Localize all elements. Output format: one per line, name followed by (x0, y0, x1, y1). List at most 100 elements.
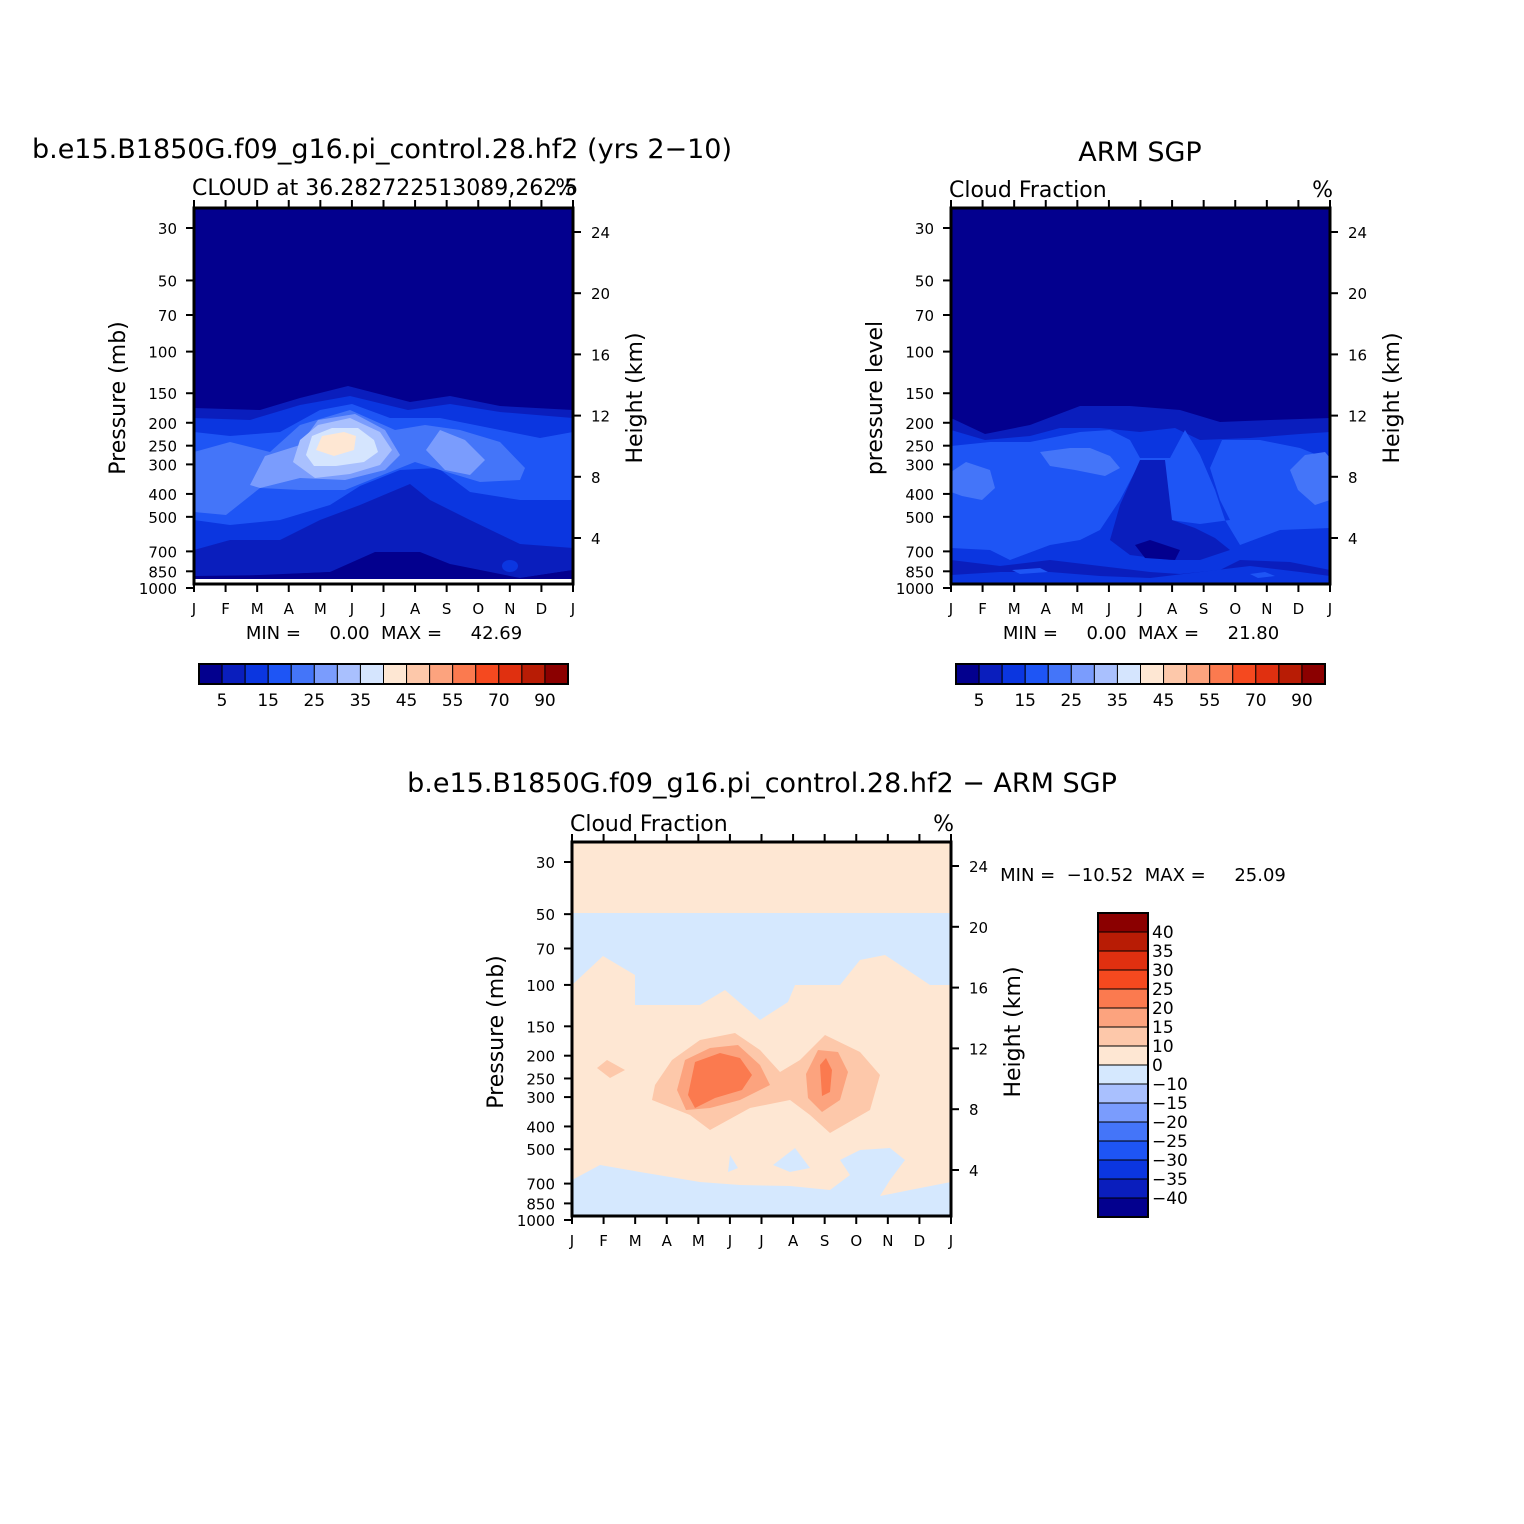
model-ytick-label: 250 (148, 438, 177, 456)
diff-colorbar-swatch (1097, 1026, 1149, 1047)
diff-ylabel: Pressure (mb) (484, 955, 509, 1109)
panel-diff: b.e15.B1850G.f09_g16.pi_control.28.hf2 −… (407, 768, 1286, 1250)
diff-colorbar-swatch (1097, 1197, 1149, 1218)
obs-ytick-label: 250 (905, 438, 934, 456)
obs-xtick-label: F (978, 600, 987, 618)
model-colorbar-label: 35 (350, 691, 372, 711)
obs-xtick-label: M (1071, 600, 1084, 618)
model-ytick-label: 70 (158, 307, 177, 325)
model-ytick-label: 150 (148, 385, 177, 403)
obs-xtick-label: J (1327, 600, 1332, 618)
obs-colorbar-swatch (1001, 663, 1026, 685)
diff-colorbar-swatch (1097, 931, 1149, 952)
diff-colorbar-label: −10 (1152, 1075, 1188, 1095)
diff-colorbar-label: 10 (1152, 1037, 1174, 1057)
model-ytick-label: 200 (148, 415, 177, 433)
diff-xtick-label: D (914, 1232, 926, 1250)
model-colorbar-swatch (336, 663, 361, 685)
model-colorbar-swatch (221, 663, 246, 685)
obs-xtick-label: J (948, 600, 953, 618)
obs-colorbar-label: 15 (1014, 691, 1036, 711)
diff-xtick-label: F (599, 1232, 608, 1250)
obs-colorbar-swatch (1116, 663, 1141, 685)
obs-colorbar-swatch (1255, 663, 1280, 685)
diff-stats: MIN = −10.52 MAX = 25.09 (1000, 865, 1286, 886)
obs-xtick-label: M (1008, 600, 1021, 618)
model-ytick-label: 700 (148, 543, 177, 561)
model-colorbar: 5 15 25 35 45 55 70 90 (198, 663, 569, 711)
obs-ytick-label: 400 (905, 486, 934, 504)
obs-colorbar-swatch (1232, 663, 1257, 685)
model-xtick-label: J (349, 600, 354, 618)
model-colorbar-swatch (267, 663, 292, 685)
diff-xtick-label: N (882, 1232, 893, 1250)
diff-xtick-label: J (758, 1232, 763, 1250)
diff-contour-20 (688, 1053, 832, 1108)
obs-ytick-label: 100 (905, 344, 934, 362)
model-y2label: Height (km) (623, 332, 648, 463)
diff-colorbar-label: 30 (1152, 961, 1174, 981)
model-colorbar-label: 70 (488, 691, 510, 711)
diff-colorbar-label: 35 (1152, 942, 1174, 962)
model-colorbar-label: 55 (442, 691, 464, 711)
obs-contour-summer (1110, 460, 1230, 560)
model-ytick-label: 300 (148, 456, 177, 474)
model-title: b.e15.B1850G.f09_g16.pi_control.28.hf2 (… (32, 134, 732, 165)
diff-y2tick-label: 20 (969, 919, 988, 937)
model-colorbar-label: 15 (257, 691, 279, 711)
model-ytick-label: 500 (148, 509, 177, 527)
model-colorbar-swatch (521, 663, 546, 685)
obs-stats: MIN = 0.00 MAX = 21.80 (1003, 623, 1279, 644)
model-colorbar-swatch (429, 663, 454, 685)
diff-colorbar-label: 25 (1152, 980, 1174, 1000)
obs-contour-15 (951, 430, 1330, 560)
obs-xtick-label: D (1293, 600, 1305, 618)
diff-ytick-label: 200 (526, 1048, 555, 1066)
obs-y2tick-label: 8 (1348, 469, 1358, 487)
model-colorbar-swatch (383, 663, 408, 685)
diff-colorbar-label: 0 (1152, 1056, 1163, 1076)
model-colorbar-swatch (406, 663, 431, 685)
obs-xtick-label: O (1229, 600, 1241, 618)
obs-colorbar-swatch (1140, 663, 1165, 685)
model-xtick-label: J (570, 600, 575, 618)
diff-y2tick-label: 12 (969, 1040, 988, 1058)
model-ytick-label: 100 (148, 344, 177, 362)
obs-colorbar-swatch (1186, 663, 1211, 685)
model-xtick-label: N (504, 600, 515, 618)
diff-y2tick-label: 4 (969, 1162, 979, 1180)
obs-ytick-label: 150 (905, 385, 934, 403)
diff-xtick-label: J (948, 1232, 953, 1250)
model-y2tick-label: 24 (591, 224, 610, 242)
model-colorbar-swatch (290, 663, 315, 685)
diff-colorbar-label: 15 (1152, 1018, 1174, 1038)
model-xtick-label: F (221, 600, 230, 618)
obs-colorbar-swatch (1093, 663, 1118, 685)
obs-ytick-label: 50 (915, 272, 934, 290)
diff-y2tick-label: 24 (969, 858, 988, 876)
obs-colorbar-swatch (955, 663, 980, 685)
obs-ytick-label: 700 (905, 543, 934, 561)
diff-xtick-label: S (820, 1232, 830, 1250)
diff-colorbar-label: 20 (1152, 999, 1174, 1019)
diff-left-label: Cloud Fraction (570, 812, 728, 837)
diff-xtick-label: M (692, 1232, 705, 1250)
model-xtick-label: J (191, 600, 196, 618)
diff-ytick-label: 850 (526, 1195, 555, 1213)
panel-obs: ARM SGP Cloud Fraction % J F M A M J J A S O N D J 30… (863, 137, 1405, 711)
obs-y2tick-label: 24 (1348, 224, 1367, 242)
obs-ytick-label: 70 (915, 307, 934, 325)
diff-colorbar-swatch (1097, 1045, 1149, 1066)
obs-y2tick-label: 16 (1348, 346, 1367, 364)
diff-ytick-label: 700 (526, 1176, 555, 1194)
diff-colorbar-swatch (1097, 1083, 1149, 1104)
diff-ytick-label: 50 (536, 906, 555, 924)
obs-colorbar-swatch (1301, 663, 1326, 685)
model-y2tick-label: 16 (591, 346, 610, 364)
diff-colorbar-label: −40 (1152, 1189, 1188, 1209)
obs-ylabel: pressure level (863, 321, 888, 475)
obs-ytick-label: 300 (905, 456, 934, 474)
